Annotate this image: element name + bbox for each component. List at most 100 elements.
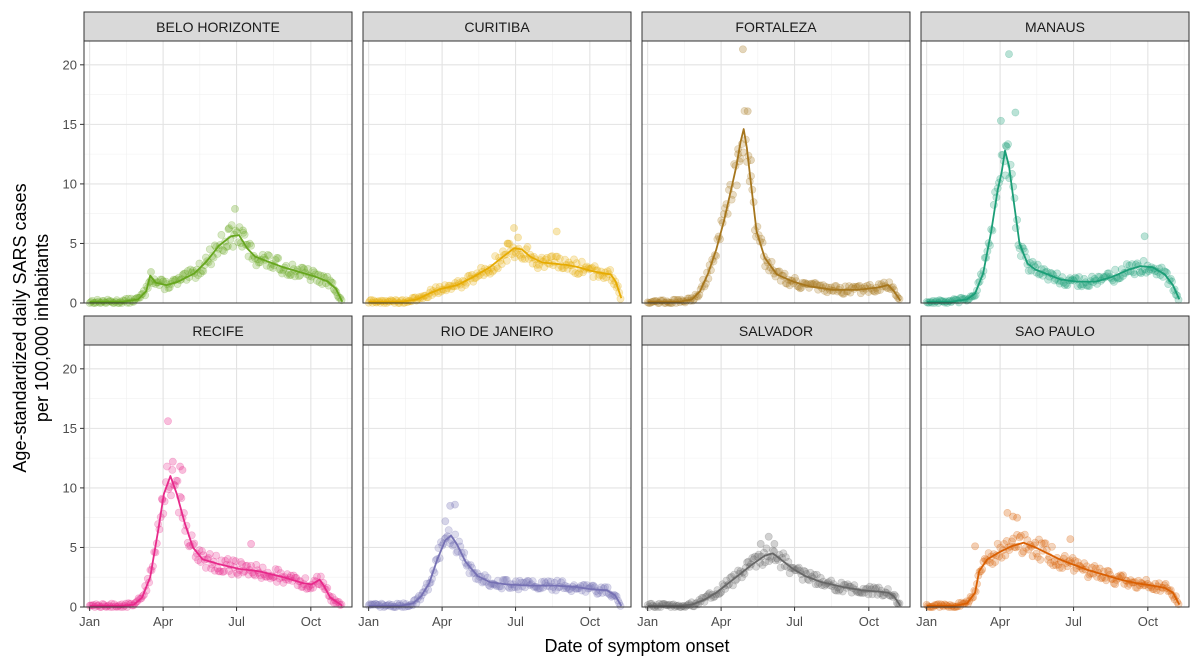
x-tick-label: Apr	[990, 614, 1011, 629]
data-point	[518, 254, 527, 263]
data-point	[160, 285, 169, 294]
data-point	[236, 558, 245, 566]
data-point	[772, 267, 781, 276]
data-point	[231, 557, 240, 565]
data-point-outlier	[224, 225, 233, 234]
data-point-outlier	[147, 268, 155, 276]
data-point	[553, 252, 562, 261]
data-point	[179, 269, 188, 278]
data-point	[1138, 267, 1147, 276]
data-point	[271, 565, 280, 573]
facet-strip	[641, 11, 911, 42]
data-point	[457, 283, 466, 292]
data-point	[227, 221, 236, 229]
data-point	[505, 239, 514, 248]
data-point	[492, 262, 501, 271]
facet-strip-label: RECIFE	[192, 323, 243, 339]
data-point	[489, 266, 498, 274]
data-point	[1060, 281, 1069, 289]
data-point-outlier	[168, 457, 177, 466]
data-point	[291, 272, 299, 281]
data-point	[279, 578, 288, 587]
data-point	[765, 266, 773, 275]
data-point	[521, 255, 529, 263]
data-point	[1063, 281, 1072, 289]
data-point	[1084, 573, 1092, 582]
data-point-outlier	[1011, 108, 1020, 117]
plot-background	[921, 41, 1189, 303]
data-point	[137, 290, 146, 299]
data-point-outlier	[451, 500, 459, 509]
data-point	[692, 292, 701, 301]
data-point	[302, 585, 311, 593]
facet-strip	[920, 315, 1190, 346]
panel-curitiba: CURITIBA	[362, 11, 632, 307]
x-tick-label: Oct	[1138, 614, 1159, 629]
data-point	[222, 243, 231, 251]
data-point	[594, 272, 603, 281]
data-point	[1139, 256, 1148, 265]
data-point	[1157, 263, 1166, 272]
data-point	[309, 266, 317, 275]
data-point	[163, 462, 171, 471]
data-point	[1053, 269, 1061, 278]
data-point	[234, 238, 243, 247]
data-point	[740, 107, 749, 115]
data-point	[785, 569, 794, 578]
data-point	[1048, 542, 1056, 551]
y-axis-title-line-2: per 100,000 inhabitants	[32, 234, 52, 422]
data-point	[263, 250, 272, 259]
data-point-outlier	[239, 226, 247, 235]
data-point-outlier	[739, 45, 747, 54]
data-point	[1020, 530, 1029, 539]
data-point	[223, 555, 232, 563]
data-point	[1024, 545, 1033, 554]
data-point	[532, 260, 541, 269]
data-point	[528, 259, 537, 268]
data-point	[748, 554, 757, 562]
data-point	[1070, 566, 1078, 575]
data-point	[216, 567, 224, 576]
data-point	[555, 254, 564, 263]
data-point	[1080, 559, 1089, 568]
plot-background	[84, 41, 352, 303]
data-point	[552, 586, 560, 595]
data-point	[510, 253, 519, 262]
data-point	[568, 267, 577, 275]
data-point	[278, 269, 286, 278]
facet-strip	[920, 11, 1190, 42]
data-point	[229, 242, 237, 251]
data-point	[798, 575, 807, 584]
panel-salvador: SALVADOR Jan Apr Jul Oct	[637, 315, 911, 629]
data-point	[831, 586, 839, 594]
facet-strip-label: RIO DE JANEIRO	[441, 323, 554, 339]
data-point	[451, 530, 460, 539]
y-tick-label: 15	[63, 117, 77, 132]
data-point	[244, 252, 253, 261]
data-point	[997, 553, 1006, 562]
data-point	[1033, 260, 1042, 269]
y-tick-label: 0	[70, 296, 77, 311]
data-point	[493, 264, 502, 273]
data-point-outlier	[1009, 512, 1017, 521]
data-point	[991, 558, 999, 566]
smoothed-line	[89, 475, 343, 607]
data-point	[523, 243, 532, 251]
data-point	[517, 252, 525, 261]
plot-background	[642, 345, 910, 607]
facet-strip	[362, 11, 632, 42]
facet-strip-label: BELO HORIZONTE	[156, 19, 280, 35]
panel-belo-horizonte: BELO HORIZONTE 0 5 10 15 20	[63, 11, 353, 311]
data-point	[497, 584, 506, 593]
data-point	[251, 571, 259, 580]
data-point	[561, 255, 569, 264]
data-point	[199, 267, 208, 276]
data-point	[288, 260, 297, 269]
data-point	[1068, 554, 1077, 562]
data-point	[1110, 277, 1118, 286]
panel-sao-paulo: SAO PAULO Jan Apr Jul Oct	[916, 315, 1190, 629]
data-point	[323, 272, 332, 281]
data-point	[223, 242, 232, 251]
data-point	[1132, 583, 1140, 592]
facet-strip	[83, 11, 353, 42]
